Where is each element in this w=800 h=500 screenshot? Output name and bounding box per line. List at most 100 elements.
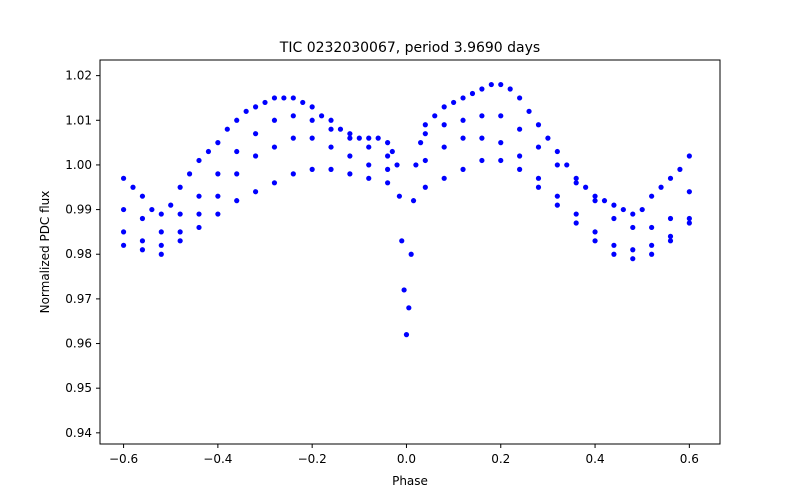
data-point [224, 126, 230, 132]
data-point [300, 99, 306, 106]
data-point [441, 104, 447, 110]
data-point [158, 229, 164, 235]
data-point [573, 175, 579, 181]
data-point [554, 202, 560, 208]
data-point [139, 238, 146, 244]
data-point [205, 148, 212, 155]
data-point [139, 215, 146, 222]
data-point [592, 198, 598, 204]
data-point [677, 166, 683, 172]
data-point [460, 117, 466, 123]
data-point [441, 144, 447, 150]
y-tick-label: 0.99 [65, 203, 92, 217]
y-tick-label: 0.96 [65, 337, 92, 351]
data-point [290, 171, 296, 177]
data-point [356, 135, 362, 141]
data-point [601, 198, 608, 204]
data-point [406, 305, 412, 311]
x-tick-label: 0.4 [586, 452, 605, 466]
data-point [262, 99, 268, 106]
data-point [252, 189, 259, 195]
data-point [639, 206, 645, 213]
data-point [399, 238, 405, 244]
data-point [130, 184, 136, 190]
data-point [396, 193, 402, 199]
data-point [139, 193, 146, 199]
data-point [385, 153, 391, 159]
data-point [252, 104, 259, 110]
data-point [177, 238, 183, 244]
data-point [366, 144, 372, 150]
data-point [667, 233, 674, 239]
data-point [328, 144, 334, 150]
data-point [271, 180, 278, 186]
x-tick-label: −0.4 [203, 452, 232, 466]
data-point [234, 198, 240, 204]
data-point [507, 86, 513, 92]
data-point [309, 135, 315, 141]
data-point [573, 220, 579, 226]
data-point [441, 122, 447, 128]
data-point [460, 95, 466, 101]
data-point [611, 215, 617, 222]
data-point [667, 175, 674, 181]
data-point [498, 140, 504, 146]
y-tick-label: 0.98 [65, 247, 92, 261]
data-point [611, 251, 617, 257]
data-point [215, 211, 221, 217]
data-point [177, 229, 183, 235]
data-point [347, 131, 353, 137]
data-point [337, 126, 344, 132]
data-point [422, 131, 428, 137]
data-point [479, 113, 485, 119]
data-point [451, 99, 457, 106]
data-point [592, 193, 598, 199]
data-point [290, 135, 296, 141]
data-point [611, 202, 617, 208]
y-tick-label: 0.94 [65, 426, 92, 440]
data-point [196, 157, 202, 164]
data-point [309, 117, 315, 123]
y-tick-label: 0.97 [65, 292, 92, 306]
data-point [186, 171, 193, 177]
data-point [479, 157, 485, 164]
data-point [158, 242, 164, 248]
y-tick-label: 0.95 [65, 381, 92, 395]
data-point [252, 153, 259, 159]
data-point [418, 140, 424, 146]
data-point [630, 256, 636, 262]
data-point [649, 251, 655, 257]
y-axis-label: Normalized PDC flux [38, 191, 52, 314]
data-point [234, 148, 240, 155]
data-point [526, 108, 532, 114]
data-point [328, 166, 334, 172]
data-point [385, 166, 391, 172]
y-tick-label: 1.01 [65, 113, 92, 127]
data-point [158, 251, 164, 257]
data-point [667, 215, 674, 222]
data-point [517, 95, 523, 101]
data-point [460, 135, 466, 141]
scatter-points [120, 81, 692, 338]
data-point [545, 135, 551, 141]
data-point [630, 247, 636, 253]
data-point [658, 184, 664, 190]
data-point [592, 238, 598, 244]
data-point [243, 108, 249, 114]
data-point [469, 90, 476, 97]
data-point [554, 193, 560, 199]
data-point [630, 224, 636, 231]
data-point [649, 193, 655, 199]
data-point [535, 184, 542, 190]
data-point [177, 211, 183, 217]
data-point [630, 211, 636, 217]
data-point [686, 189, 692, 195]
data-point [479, 86, 485, 92]
data-point [686, 215, 692, 222]
data-point [403, 332, 410, 338]
data-point [667, 238, 674, 244]
y-axis-ticks: 0.94 0.95 0.96 0.97 0.98 0.99 1.00 1.01 1.02 [65, 69, 100, 440]
x-tick-label: 0.0 [397, 452, 416, 466]
data-point [328, 126, 334, 132]
x-tick-label: 0.6 [680, 452, 699, 466]
